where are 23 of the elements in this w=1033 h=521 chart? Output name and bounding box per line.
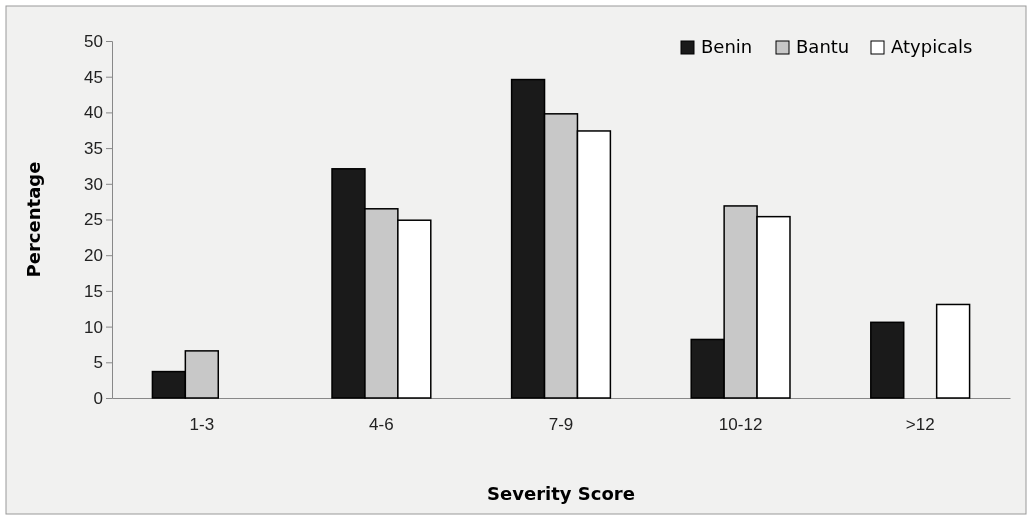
x-tick-label: >12: [905, 415, 935, 435]
y-tick-label: 0: [93, 388, 103, 408]
legend-label: Bantu: [796, 36, 850, 57]
y-tick-label: 45: [84, 67, 103, 87]
y-tick-label: 10: [84, 317, 103, 337]
y-tick-label: 30: [84, 174, 103, 194]
bar: [935, 303, 971, 399]
bar: [870, 321, 905, 399]
x-tick-label: 1-3: [189, 415, 215, 435]
y-tick-label: 35: [84, 139, 103, 159]
y-axis-title: Percentage: [23, 161, 44, 278]
x-tick-label: 7-9: [548, 415, 574, 435]
x-axis-title: Severity Score: [487, 483, 635, 504]
y-tick-label: 20: [84, 246, 103, 266]
x-tick-label: 10-12: [718, 415, 763, 435]
legend-label: Benin: [701, 36, 753, 57]
legend-label: Atypicals: [891, 36, 973, 57]
y-tick-label: 5: [93, 353, 103, 373]
y-tick-label: 15: [84, 281, 103, 301]
y-tick-label: 25: [84, 210, 103, 230]
y-tick-label: 40: [84, 103, 103, 123]
x-tick-label: 4-6: [369, 415, 394, 435]
y-tick-label: 50: [84, 31, 103, 51]
